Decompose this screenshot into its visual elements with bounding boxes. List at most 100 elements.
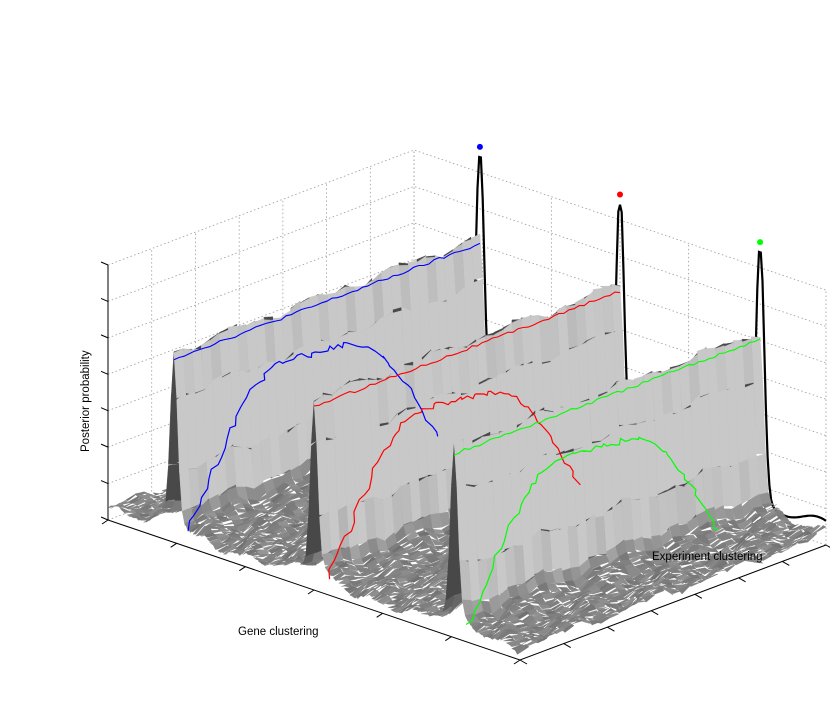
surface-patch bbox=[700, 541, 713, 547]
probability-surface bbox=[107, 233, 827, 655]
z-tick bbox=[100, 407, 109, 412]
z-tick bbox=[100, 297, 109, 302]
surface-patch bbox=[413, 585, 426, 589]
surface-patch bbox=[643, 594, 656, 603]
marginal-distribution bbox=[413, 143, 827, 522]
marginal-curve bbox=[413, 155, 827, 522]
surface-patch bbox=[676, 583, 689, 593]
surface-patch bbox=[727, 541, 740, 548]
surface-patch bbox=[778, 547, 791, 554]
grid-line bbox=[107, 149, 827, 291]
surface-patch bbox=[291, 523, 305, 529]
surface-patch bbox=[427, 557, 441, 564]
surface-patch bbox=[728, 525, 742, 530]
z-tick bbox=[100, 261, 109, 266]
surface-patch bbox=[375, 536, 389, 552]
surface-patch bbox=[548, 587, 561, 593]
surface-patch bbox=[615, 608, 629, 614]
surface-patch bbox=[775, 514, 789, 519]
surface-patch bbox=[723, 564, 737, 573]
surface-patch bbox=[593, 602, 606, 609]
surface-patch bbox=[637, 564, 651, 573]
surface-patch bbox=[119, 501, 133, 505]
surface-patch bbox=[205, 512, 218, 519]
surface-patch bbox=[786, 524, 799, 531]
surface-patch bbox=[292, 536, 305, 545]
peak-marker bbox=[476, 143, 483, 150]
surface-patch bbox=[273, 557, 286, 563]
x-tick bbox=[307, 589, 315, 595]
surface-patch bbox=[761, 502, 775, 509]
surface-patch bbox=[231, 519, 245, 527]
surface-patch bbox=[630, 585, 643, 591]
surface-patch bbox=[626, 588, 639, 601]
surface-patch bbox=[342, 559, 356, 566]
surface-patch bbox=[534, 607, 548, 616]
surface-patch bbox=[563, 580, 577, 588]
surface-patch bbox=[608, 568, 621, 574]
surface-patch bbox=[720, 562, 734, 568]
surface-patch bbox=[576, 593, 590, 601]
surface-patch bbox=[629, 554, 642, 563]
surface-patch bbox=[545, 615, 559, 623]
surface-patch bbox=[432, 529, 446, 535]
grid-line bbox=[107, 222, 827, 364]
surface-patch bbox=[668, 541, 681, 551]
surface-patch bbox=[416, 542, 429, 551]
surface-patch bbox=[241, 531, 254, 540]
surface-patch bbox=[747, 536, 760, 542]
surface-patch bbox=[261, 510, 274, 514]
surface-patch bbox=[732, 503, 745, 520]
surface-patch bbox=[538, 632, 551, 640]
surface-patch bbox=[683, 564, 697, 571]
y-tick bbox=[563, 643, 571, 649]
surface-patch bbox=[435, 533, 448, 539]
surface-patch bbox=[397, 591, 410, 599]
surface-patch bbox=[784, 544, 797, 550]
surface-patch bbox=[634, 590, 648, 600]
axes bbox=[100, 261, 830, 665]
surface-patch bbox=[247, 499, 261, 505]
surface-patch bbox=[775, 547, 788, 553]
surface-patch bbox=[261, 536, 274, 540]
surface-patch bbox=[234, 539, 248, 550]
surface-patch bbox=[692, 564, 706, 568]
surface-patch bbox=[661, 586, 674, 596]
peak-marker bbox=[617, 191, 623, 198]
surface-patch bbox=[697, 537, 711, 545]
surface-patch bbox=[284, 536, 297, 542]
grid-line bbox=[107, 258, 827, 400]
surface-patch bbox=[800, 526, 813, 532]
surface-patch bbox=[508, 606, 522, 613]
surface-patch bbox=[632, 559, 645, 566]
surface-patch bbox=[758, 511, 771, 519]
surface-patch bbox=[479, 620, 492, 624]
surface-patch bbox=[559, 597, 573, 603]
x-tick bbox=[513, 659, 521, 665]
surface-patch bbox=[670, 581, 684, 585]
surface-patch bbox=[132, 509, 146, 514]
surface-patch bbox=[598, 606, 611, 614]
surface-patch bbox=[554, 582, 568, 586]
surface-patch bbox=[384, 582, 397, 586]
surface-patch bbox=[285, 521, 299, 525]
y-tick bbox=[782, 560, 790, 566]
surface-patch bbox=[222, 522, 236, 526]
surface-patch bbox=[367, 580, 380, 582]
surface-patch bbox=[366, 581, 380, 588]
surface-patch bbox=[345, 562, 358, 572]
surface-patch bbox=[703, 572, 716, 580]
surface-patch bbox=[219, 518, 233, 523]
surface-patch bbox=[415, 556, 429, 565]
surface-patch bbox=[672, 559, 686, 563]
surface-patch bbox=[732, 557, 746, 566]
surface-patch bbox=[561, 623, 575, 633]
surface-patch bbox=[743, 541, 756, 548]
surface-patch bbox=[263, 515, 276, 521]
surface-patch bbox=[400, 561, 414, 567]
surface-patch bbox=[517, 611, 530, 620]
surface-patch bbox=[668, 569, 682, 574]
surface-patch bbox=[730, 534, 744, 541]
surface-patch bbox=[770, 537, 783, 544]
surface-patch bbox=[256, 548, 270, 558]
